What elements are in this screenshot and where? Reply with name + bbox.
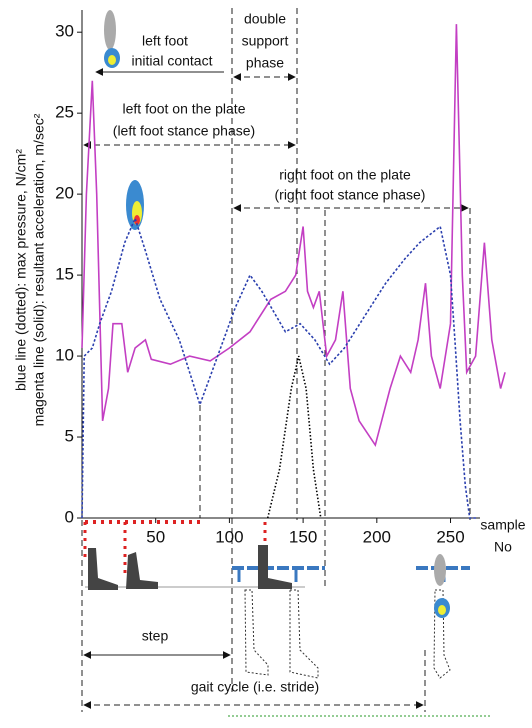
- annotation: right foot on the plate: [279, 167, 411, 183]
- y-tick-label: 15: [55, 265, 74, 284]
- data-line: [81, 24, 506, 448]
- x-axis-label: No: [494, 539, 512, 555]
- foot-icons: [88, 10, 451, 679]
- annotation: gait cycle (i.e. stride): [191, 679, 319, 695]
- data-line: [266, 355, 322, 519]
- y-axis-label: magenta line (solid): resultant accelera…: [31, 113, 47, 426]
- annotation: left foot: [142, 33, 188, 49]
- y-tick-label: 25: [55, 103, 74, 122]
- y-axis-label: blue line (dotted): max pressure, N/cm²: [13, 149, 29, 391]
- y-tick-label: 30: [55, 22, 74, 41]
- y-tick-label: 5: [65, 427, 74, 446]
- annotation: support: [242, 33, 289, 49]
- annotation: double: [244, 11, 286, 27]
- annotation: (right foot stance phase): [275, 187, 426, 203]
- y-tick-label: 20: [55, 184, 74, 203]
- x-tick-label: 100: [215, 527, 243, 546]
- annotation: initial contact: [132, 53, 213, 69]
- x-tick-label: 200: [363, 527, 391, 546]
- x-axis-label: sample: [480, 517, 525, 533]
- annotation: phase: [246, 55, 284, 71]
- data-line: [81, 216, 478, 519]
- x-tick-label: 250: [436, 527, 464, 546]
- y-tick-label: 0: [65, 507, 74, 526]
- annotation: step: [142, 628, 169, 644]
- annotation: left foot on the plate: [123, 101, 246, 117]
- y-tick-label: 10: [55, 346, 74, 365]
- annotation: (left foot stance phase): [113, 123, 255, 139]
- x-tick-label: 150: [289, 527, 317, 546]
- x-tick-label: 50: [146, 527, 165, 546]
